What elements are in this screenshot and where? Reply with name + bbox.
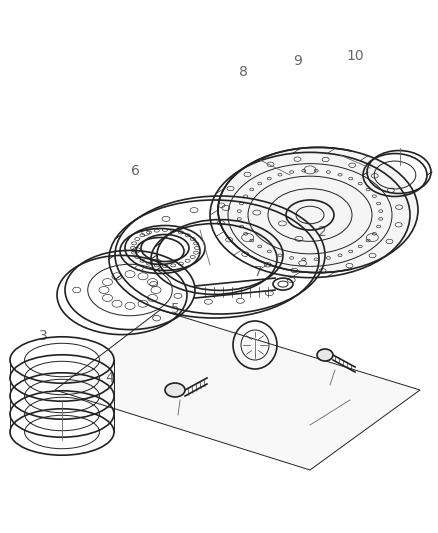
- Text: 4: 4: [105, 372, 114, 385]
- Ellipse shape: [317, 349, 333, 361]
- Text: 7: 7: [254, 265, 263, 279]
- Text: 3: 3: [39, 329, 48, 343]
- Polygon shape: [55, 310, 420, 470]
- Text: 8: 8: [239, 65, 247, 79]
- Text: 10: 10: [346, 49, 364, 63]
- Text: 6: 6: [131, 164, 140, 177]
- Text: 9: 9: [293, 54, 302, 68]
- Text: 2: 2: [318, 225, 326, 239]
- Text: 5: 5: [171, 302, 180, 316]
- Ellipse shape: [218, 147, 418, 273]
- Ellipse shape: [165, 383, 185, 397]
